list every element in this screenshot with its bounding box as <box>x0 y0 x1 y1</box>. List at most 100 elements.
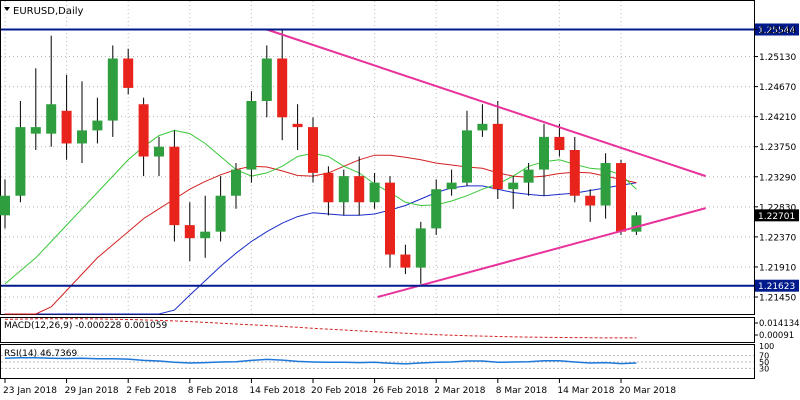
candlesticks <box>0 29 642 284</box>
bull-candle <box>261 45 272 118</box>
price-tick-label: 1.24210 <box>759 113 796 123</box>
rsi-line <box>4 357 637 365</box>
price-tick-label: 1.22370 <box>759 233 796 243</box>
current-price-label: 1.22701 <box>758 212 795 222</box>
bull-candle <box>77 81 87 164</box>
level-label: 1.21623 <box>758 282 795 292</box>
bull-candle <box>200 195 211 258</box>
level-label-box <box>755 279 799 292</box>
bull-candle <box>477 104 488 137</box>
bear-candle <box>492 100 503 199</box>
candle-body <box>492 123 503 190</box>
macd-signal-line <box>4 318 637 339</box>
bear-candle <box>400 244 411 275</box>
bear-candle <box>554 123 565 157</box>
candle-body <box>246 100 257 170</box>
candle-body <box>123 58 134 88</box>
macd-tick-label: 0.00091 <box>759 331 794 341</box>
candle-body <box>292 123 303 128</box>
level-label-box <box>755 23 799 36</box>
candle-body <box>215 195 226 232</box>
candle-body <box>585 195 596 206</box>
candle-body <box>400 254 411 268</box>
candle-body <box>92 120 103 131</box>
candle-body <box>154 146 164 157</box>
candle-body <box>231 169 241 196</box>
macd-tick-label: 0.014134 <box>759 319 800 329</box>
chart-title: EURUSD,Daily <box>13 6 84 17</box>
candle-body <box>385 182 395 255</box>
bull-candle <box>154 136 164 177</box>
ma-fast-line <box>4 129 637 285</box>
bull-candle <box>46 35 57 147</box>
trendline <box>266 28 707 178</box>
bear-candle <box>616 159 626 235</box>
date-tick-label: 8 Mar 2018 <box>496 386 548 396</box>
bull-candle <box>231 163 241 209</box>
bear-candle <box>169 130 180 242</box>
date-tick-label: 14 Feb 2018 <box>249 386 305 396</box>
macd-panel <box>0 317 755 343</box>
candle-body <box>369 182 380 203</box>
bear-candle <box>308 117 318 183</box>
bull-candle <box>462 110 472 186</box>
dropdown-triangle-icon[interactable] <box>4 7 10 11</box>
bear-candle <box>354 156 365 216</box>
bull-candle <box>338 169 349 216</box>
date-tick-label: 20 Feb 2018 <box>311 386 367 396</box>
trendlines <box>266 28 707 298</box>
price-tick-label: 1.23750 <box>759 143 796 153</box>
bull-candle <box>539 123 549 196</box>
candle-body <box>462 130 472 183</box>
rsi-tick-label: 100 <box>759 342 774 351</box>
candle-body <box>323 172 334 203</box>
macd-indicator: 0.014134 0.00091 <box>4 318 800 341</box>
candle-body <box>30 127 41 134</box>
candle-body <box>77 130 87 144</box>
macd-label: MACD(12,26,9) -0.000228 0.001059 <box>4 321 167 331</box>
bull-candle <box>30 68 41 150</box>
candle-body <box>600 163 611 206</box>
price-tick-label: 1.24670 <box>759 83 796 93</box>
bull-candle <box>92 97 103 144</box>
candle-body <box>477 123 488 131</box>
bear-candle <box>138 97 149 177</box>
bull-candle <box>369 172 380 209</box>
candle-body <box>261 58 272 101</box>
symbol-header[interactable]: EURUSD,Daily <box>4 6 84 17</box>
bear-candle <box>323 166 334 216</box>
bear-candle <box>385 176 395 268</box>
date-tick-label: 2 Feb 2018 <box>126 386 177 396</box>
candle-body <box>61 110 72 144</box>
candle-body <box>415 228 426 268</box>
ma-slow-line <box>5 182 637 315</box>
candle-body <box>0 195 10 216</box>
rsi-tick-label: 50 <box>759 358 769 367</box>
candle-body <box>616 163 626 232</box>
candle-body <box>308 127 318 173</box>
candle-body <box>508 182 519 190</box>
level-label: 1.25544 <box>758 26 795 36</box>
bull-candle <box>508 176 519 209</box>
price-panel <box>0 0 755 315</box>
candle-body <box>138 104 149 157</box>
date-tick-label: 29 Jan 2018 <box>65 386 119 396</box>
bull-candle <box>600 153 611 219</box>
rsi-label: RSI(14) 46.7369 <box>4 349 77 359</box>
rsi-tick-label: 30 <box>759 364 769 373</box>
candle-body <box>431 189 442 229</box>
bear-candle <box>123 48 134 95</box>
price-tick-label: 1.21910 <box>759 263 796 273</box>
candle-body <box>523 169 534 183</box>
price-tick-label: 1.25544 <box>759 26 796 36</box>
bear-candle <box>292 104 303 150</box>
bull-candle <box>523 163 534 196</box>
candle-body <box>169 146 180 226</box>
candle-body <box>338 176 349 203</box>
price-tick-label: 1.21450 <box>759 294 796 304</box>
candle-body <box>554 136 565 150</box>
candle-body <box>631 215 642 232</box>
candle-body <box>277 58 288 118</box>
